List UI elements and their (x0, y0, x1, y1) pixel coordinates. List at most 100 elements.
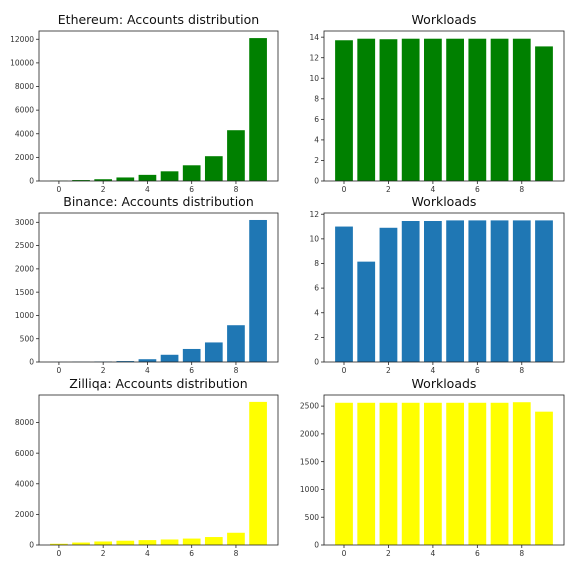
chart-eth-workloads: Workloads 0 2 4 6 8 0 2 4 6 8 10 12 14 (309, 12, 565, 194)
x-tick-label: 0 (57, 549, 62, 558)
x-tick-label: 0 (342, 366, 347, 375)
chart-title: Ethereum: Accounts distribution (58, 12, 259, 27)
x-tick-label: 8 (519, 366, 524, 375)
y-tick-label: 2000 (15, 264, 34, 273)
plot-frame (38, 30, 279, 182)
x-tick-label: 4 (145, 549, 150, 558)
chart-title: Workloads (412, 12, 477, 27)
y-tick-label: 4 (314, 136, 319, 145)
bar-5 (160, 354, 179, 362)
chart-bnb-accounts: Binance: Accounts distribution 0 2 4 6 8 0 500 1… (15, 194, 279, 375)
bar-1 (357, 38, 376, 182)
y-tick-label: 1000 (300, 485, 319, 494)
bar-5 (446, 38, 464, 182)
y-tick-label: 10 (309, 74, 319, 83)
y-tick-label: 14 (309, 33, 319, 42)
y-tick-label: 2500 (15, 241, 34, 250)
y-tick-label: 6 (314, 115, 319, 124)
bar-1 (357, 261, 376, 362)
y-tick-label: 1000 (15, 311, 34, 320)
x-tick-label: 4 (430, 549, 435, 558)
bar-2 (379, 227, 398, 362)
chart-title: Workloads (412, 194, 477, 209)
x-tick-label: 6 (189, 185, 194, 194)
bar-6 (182, 348, 201, 362)
y-tick-label: 1500 (300, 457, 319, 466)
bar-8 (512, 220, 531, 362)
bar-7 (490, 220, 509, 362)
y-tick-label: 2000 (15, 510, 34, 519)
bar-5 (446, 220, 464, 362)
x-tick-label: 2 (101, 185, 106, 194)
bar-4 (424, 221, 442, 362)
chart-title: Workloads (412, 376, 477, 391)
y-tick-label: 6000 (15, 106, 34, 115)
y-tick-label: 6 (314, 284, 319, 293)
bar-0 (335, 40, 353, 181)
bar-7 (490, 38, 509, 182)
x-tick-label: 8 (519, 185, 524, 194)
y-tick-label: 8000 (15, 82, 34, 91)
bar-8 (512, 402, 531, 545)
y-tick-label: 8000 (15, 418, 34, 427)
chart-title: Binance: Accounts distribution (63, 194, 254, 209)
bar-1 (72, 180, 90, 181)
y-tick-label: 10 (309, 234, 319, 243)
bar-4 (138, 540, 157, 545)
x-tick-label: 2 (386, 185, 391, 194)
bar-6 (468, 38, 487, 182)
x-tick-label: 2 (386, 549, 391, 558)
chart-bnb-workloads: Workloads 0 2 4 6 8 0 2 4 6 8 10 12 (309, 194, 565, 375)
x-tick-label: 4 (430, 366, 435, 375)
y-tick-label: 0 (29, 541, 34, 550)
x-tick-label: 6 (475, 549, 480, 558)
bar-3 (401, 221, 420, 362)
bar-9 (535, 220, 553, 362)
x-tick-label: 6 (189, 366, 194, 375)
y-tick-label: 2500 (300, 402, 319, 411)
bar-9 (249, 219, 267, 362)
bar-7 (204, 156, 223, 181)
x-tick-label: 2 (101, 366, 106, 375)
bar-6 (468, 402, 487, 545)
y-tick-label: 0 (314, 541, 319, 550)
x-tick-label: 6 (475, 366, 480, 375)
y-tick-label: 12 (309, 210, 319, 219)
x-tick-label: 6 (189, 549, 194, 558)
bar-5 (446, 402, 464, 545)
bar-2 (94, 179, 113, 181)
x-tick-label: 0 (57, 366, 62, 375)
bar-7 (204, 537, 223, 545)
x-tick-label: 4 (145, 366, 150, 375)
bar-2 (379, 39, 398, 181)
x-tick-label: 8 (234, 549, 239, 558)
bar-7 (490, 402, 509, 545)
bar-2 (94, 541, 113, 545)
x-tick-label: 0 (57, 185, 62, 194)
x-tick-label: 0 (342, 549, 347, 558)
bar-1 (357, 402, 376, 545)
bar-4 (424, 402, 442, 545)
y-tick-label: 500 (20, 334, 35, 343)
x-tick-label: 4 (430, 185, 435, 194)
plot-frame (38, 212, 279, 363)
bar-3 (116, 177, 135, 181)
bar-6 (182, 538, 201, 545)
plot-frame (323, 30, 565, 182)
bar-6 (182, 165, 201, 181)
bar-0 (335, 402, 353, 545)
y-tick-label: 8 (314, 259, 319, 268)
y-tick-label: 3000 (15, 218, 34, 227)
bar-0 (335, 226, 353, 362)
bar-3 (116, 540, 135, 545)
y-tick-label: 0 (29, 358, 34, 367)
y-tick-label: 4 (314, 308, 319, 317)
y-tick-label: 0 (29, 177, 34, 186)
bar-7 (204, 342, 223, 362)
bar-4 (424, 38, 442, 182)
y-tick-label: 6000 (15, 449, 34, 458)
x-tick-label: 6 (475, 185, 480, 194)
bar-4 (138, 174, 157, 181)
y-tick-label: 10000 (10, 58, 34, 67)
